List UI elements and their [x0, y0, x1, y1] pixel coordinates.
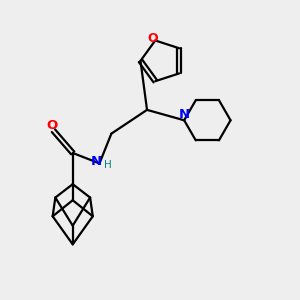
- Text: N: N: [90, 155, 101, 168]
- Text: O: O: [46, 119, 58, 132]
- Text: N: N: [178, 108, 190, 122]
- Text: H: H: [104, 160, 112, 170]
- Text: O: O: [148, 32, 158, 46]
